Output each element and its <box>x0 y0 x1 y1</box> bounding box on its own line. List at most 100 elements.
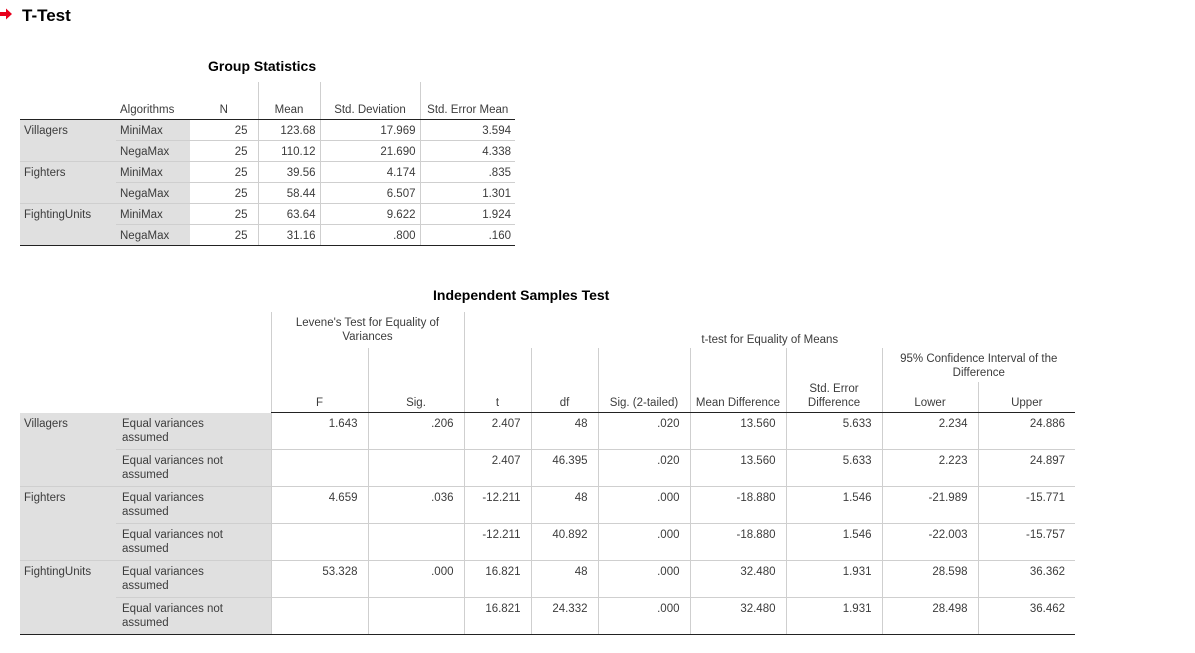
cell-lower: 28.598 <box>881 560 978 598</box>
row-group-label: Villagers <box>20 412 116 450</box>
table-row: NegaMax 25 110.12 21.690 4.338 <box>20 140 515 162</box>
row-assumption-label: Equal variances assumed <box>116 486 271 524</box>
cell-sig-2-tailed: .000 <box>597 486 690 524</box>
cell-df: 48 <box>530 486 598 524</box>
table-row: FightingUnits MiniMax 25 63.64 9.622 1.924 <box>20 203 515 225</box>
col-mean-difference: Mean Difference <box>689 382 786 413</box>
cell-sig: .036 <box>367 486 464 524</box>
col-mean: Mean <box>257 82 320 120</box>
ttest-header: t-test for Equality of Means <box>463 312 1076 348</box>
cell-lower: -21.989 <box>881 486 978 524</box>
cell-std-error-mean: .835 <box>419 161 515 183</box>
cell-mean: 31.16 <box>257 224 320 246</box>
independent-samples-table: Levene's Test for Equality of Variances … <box>20 312 1076 635</box>
cell-std-error-difference: 1.931 <box>785 560 882 598</box>
row-algorithm-label: NegaMax <box>116 182 190 204</box>
table-row: Equal variances not assumed -12.211 40.892… <box>20 523 1076 561</box>
row-algorithm-label: MiniMax <box>116 161 190 183</box>
cell-t: 16.821 <box>463 560 531 598</box>
cell-std-error-mean: 4.338 <box>419 140 515 162</box>
cell-std-deviation: 21.690 <box>319 140 420 162</box>
cell-mean: 123.68 <box>257 119 320 141</box>
cell-std-error-difference: 5.633 <box>785 449 882 487</box>
table-row: NegaMax 25 31.16.800.160 <box>20 224 515 246</box>
cell-mean: 110.12 <box>257 140 320 162</box>
cell-upper: 36.362 <box>977 560 1076 598</box>
col-f: F <box>270 382 368 413</box>
levene-header: Levene's Test for Equality of Variances <box>270 312 464 348</box>
cell-sig <box>367 523 464 561</box>
row-assumption-label: Equal variances assumed <box>116 412 271 450</box>
row-group-label <box>20 224 116 246</box>
cell-sig-2-tailed: .000 <box>597 597 690 635</box>
cell-n: 25 <box>190 203 258 225</box>
cell-mean: 58.44 <box>257 182 320 204</box>
cell-std-error-difference: 1.546 <box>785 523 882 561</box>
arrow-right-icon <box>0 8 12 20</box>
col-n: N <box>190 82 258 120</box>
cell-n: 25 <box>190 119 258 141</box>
cell-t: 2.407 <box>463 449 531 487</box>
cell-n: 25 <box>190 140 258 162</box>
cell-n: 25 <box>190 161 258 183</box>
col-algorithms: Algorithms <box>116 82 190 120</box>
page-title: T-Test <box>22 6 71 25</box>
cell-f <box>270 523 368 561</box>
row-algorithm-label: NegaMax <box>116 224 190 246</box>
row-assumption-label: Equal variances not assumed <box>116 523 271 561</box>
row-algorithm-label: NegaMax <box>116 140 190 162</box>
cell-upper: -15.757 <box>977 523 1076 561</box>
cell-df: 46.395 <box>530 449 598 487</box>
cell-sig: .000 <box>367 560 464 598</box>
independent-samples-title: Independent Samples Test <box>433 287 610 303</box>
cell-std-error-difference: 5.633 <box>785 412 882 450</box>
row-group-label: FightingUnits <box>20 203 116 224</box>
table-row: Equal variances not assumed 16.821 24.332.… <box>20 597 1076 635</box>
cell-upper: 24.897 <box>977 449 1076 487</box>
cell-mean-difference: 32.480 <box>689 597 786 635</box>
table-row: Fighters MiniMax 25 39.56 4.174.835 <box>20 161 515 183</box>
cell-sig <box>367 449 464 487</box>
cell-t: 2.407 <box>463 412 531 450</box>
row-assumption-label: Equal variances assumed <box>116 560 271 598</box>
row-assumption-label: Equal variances not assumed <box>116 449 271 487</box>
cell-lower: -22.003 <box>881 523 978 561</box>
cell-upper: 24.886 <box>977 412 1076 450</box>
col-df: df <box>530 382 598 413</box>
cell-f <box>270 597 368 635</box>
row-group-label <box>20 523 116 561</box>
cell-t: -12.211 <box>463 523 531 561</box>
cell-mean-difference: -18.880 <box>689 523 786 561</box>
cell-sig: .206 <box>367 412 464 450</box>
col-upper: Upper <box>977 382 1076 413</box>
col-sig: Sig. <box>367 382 464 413</box>
row-group-label: FightingUnits <box>20 560 116 598</box>
cell-f <box>270 449 368 487</box>
cell-mean: 63.64 <box>257 203 320 225</box>
cell-f: 1.643 <box>270 412 368 450</box>
col-std-error-difference: Std. Error Difference <box>785 382 882 413</box>
col-t: t <box>463 382 531 413</box>
cell-upper: 36.462 <box>977 597 1076 635</box>
table-row: Villagers MiniMax 25 123.68 17.969 3.594 <box>20 119 515 141</box>
cell-f: 4.659 <box>270 486 368 524</box>
cell-sig-2-tailed: .000 <box>597 523 690 561</box>
cell-df: 48 <box>530 412 598 450</box>
col-std-deviation: Std. Deviation <box>319 82 420 120</box>
cell-sig-2-tailed: .020 <box>597 412 690 450</box>
cell-lower: 2.234 <box>881 412 978 450</box>
cell-lower: 28.498 <box>881 597 978 635</box>
cell-sig-2-tailed: .000 <box>597 560 690 598</box>
cell-std-deviation: 6.507 <box>319 182 420 204</box>
cell-lower: 2.223 <box>881 449 978 487</box>
col-lower: Lower <box>881 382 978 413</box>
cell-t: 16.821 <box>463 597 531 635</box>
cell-df: 24.332 <box>530 597 598 635</box>
cell-df: 40.892 <box>530 523 598 561</box>
cell-sig <box>367 597 464 635</box>
cell-df: 48 <box>530 560 598 598</box>
cell-t: -12.211 <box>463 486 531 524</box>
cell-std-deviation: 9.622 <box>319 203 420 225</box>
cell-mean: 39.56 <box>257 161 320 183</box>
row-group-label <box>20 182 116 204</box>
